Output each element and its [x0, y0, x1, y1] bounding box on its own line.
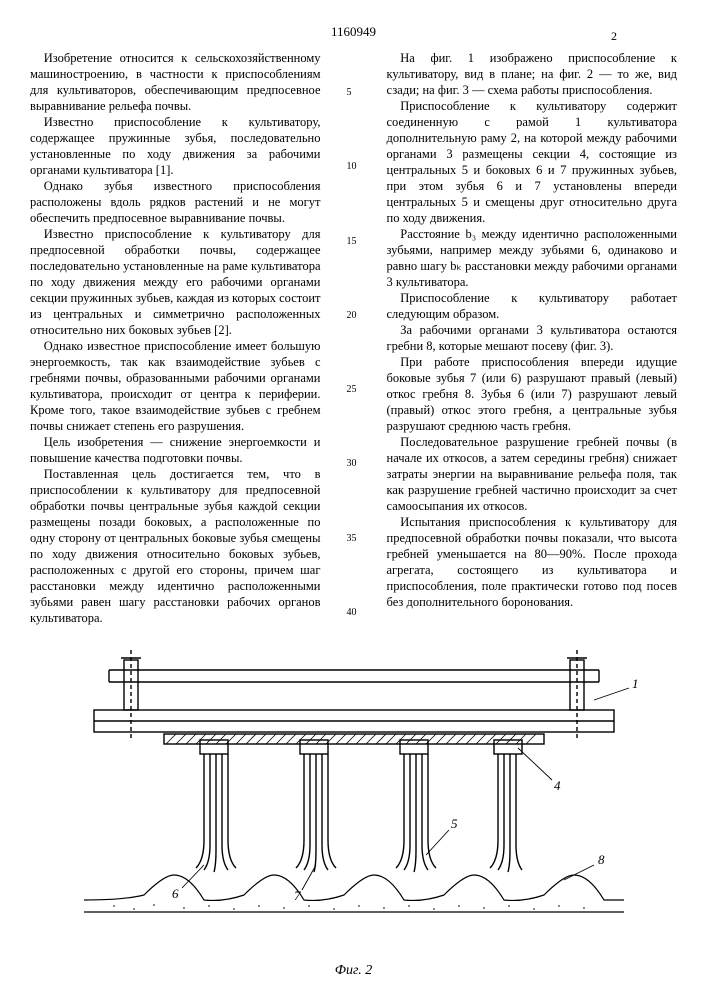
para: Известно приспособление к культиватору д… — [30, 226, 321, 338]
ruler-mark: 30 — [347, 459, 361, 469]
label-7: 7 — [294, 888, 301, 903]
para: Испытания приспособления к культиватору … — [387, 514, 678, 610]
para: Однако зубья известного приспособления р… — [30, 178, 321, 226]
para: На фиг. 1 изображено приспособление к ку… — [387, 50, 678, 98]
label-8: 8 — [598, 852, 605, 867]
para: Известно приспособление к культиватору, … — [30, 114, 321, 178]
para: За рабочими органами 3 культиватора оста… — [387, 322, 678, 354]
line-ruler: 5 10 15 20 25 30 35 40 — [347, 50, 361, 626]
left-column: Изобретение относится к сельскохозяйстве… — [30, 50, 321, 626]
cultivator-diagram: 1 4 5 6 7 8 — [54, 640, 654, 960]
ruler-mark: 15 — [347, 237, 361, 247]
label-1: 1 — [632, 676, 639, 691]
right-column: На фиг. 1 изображено приспособление к ку… — [387, 50, 678, 626]
para: Приспособление к культиватору содержит с… — [387, 98, 678, 226]
para: Приспособление к культиватору работает с… — [387, 290, 678, 322]
ruler-mark: 25 — [347, 385, 361, 395]
figure-caption: Фиг. 2 — [30, 962, 677, 980]
label-4: 4 — [554, 778, 561, 793]
ruler-mark: 35 — [347, 534, 361, 544]
para: Однако известное приспособление имеет бо… — [30, 338, 321, 434]
para: Изобретение относится к сельскохозяйстве… — [30, 50, 321, 114]
para: При работе приспособления впереди идущие… — [387, 354, 678, 434]
label-6: 6 — [172, 886, 179, 901]
para: Последовательное разрушение гребней почв… — [387, 434, 678, 514]
ruler-mark: 40 — [347, 608, 361, 618]
label-5: 5 — [451, 816, 458, 831]
ruler-mark: 10 — [347, 162, 361, 172]
para: Цель изобретения — снижение энергоемкост… — [30, 434, 321, 466]
para: Поставленная цель достигается тем, что в… — [30, 466, 321, 626]
ruler-mark: 20 — [347, 311, 361, 321]
para: Расстояние b₃ между идентично расположен… — [387, 226, 678, 290]
figure-2: 1 4 5 6 7 8 Фиг. 2 — [30, 640, 677, 980]
ruler-mark: 5 — [347, 88, 361, 98]
text-columns: Изобретение относится к сельскохозяйстве… — [30, 50, 677, 626]
